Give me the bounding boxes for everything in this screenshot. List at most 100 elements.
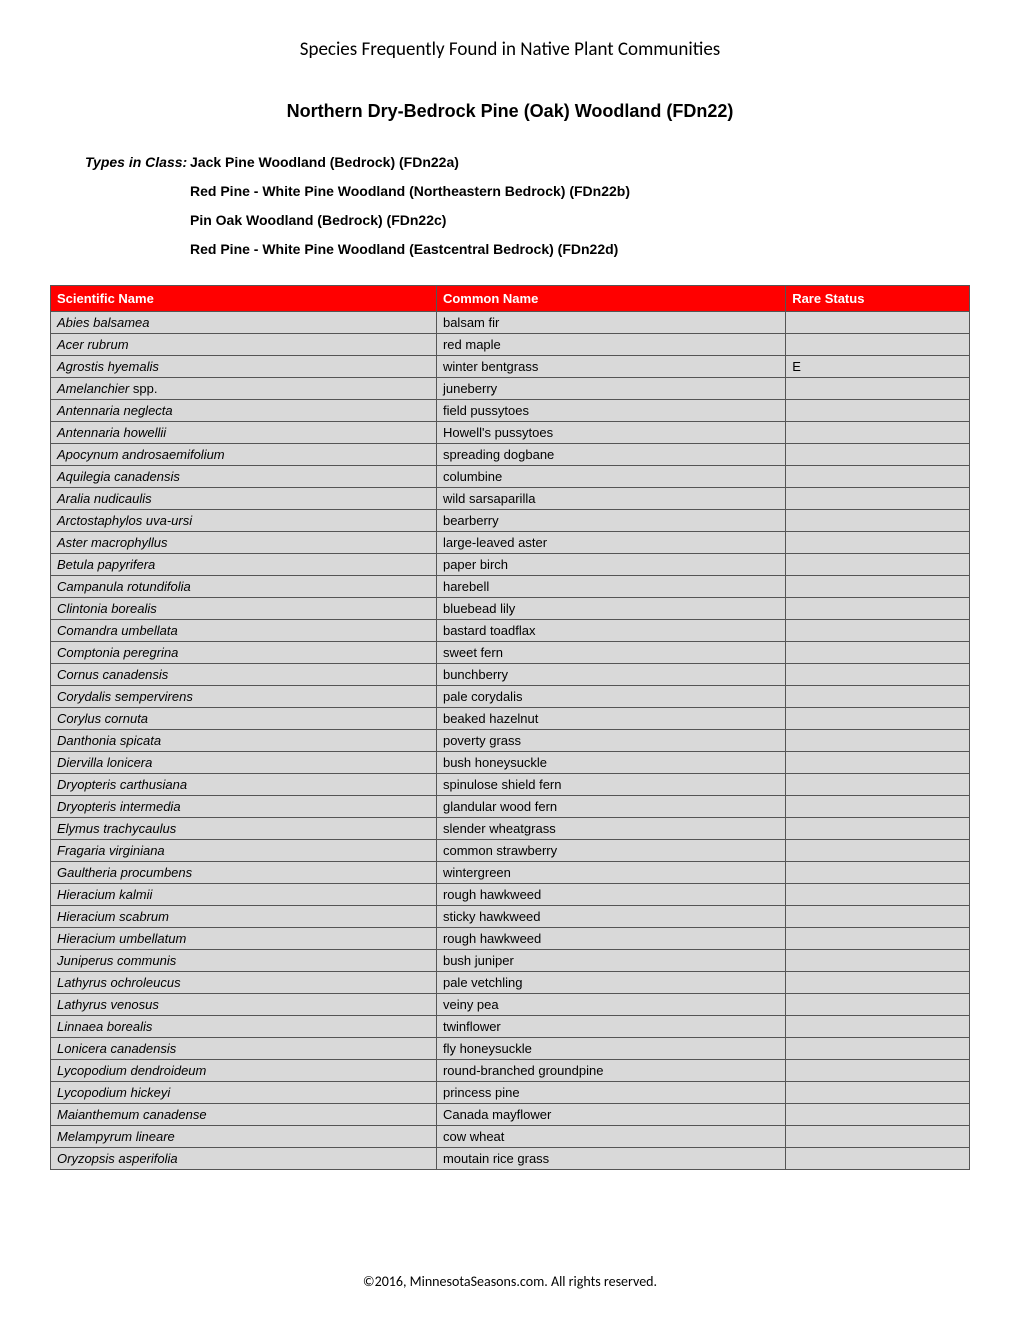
rare-status-cell bbox=[786, 532, 970, 554]
rare-status-cell bbox=[786, 1016, 970, 1038]
scientific-name-cell: Dryopteris carthusiana bbox=[51, 774, 437, 796]
table-row: Aster macrophylluslarge-leaved aster bbox=[51, 532, 970, 554]
rare-status-cell bbox=[786, 752, 970, 774]
table-row: Hieracium umbellatumrough hawkweed bbox=[51, 928, 970, 950]
species-table: Scientific Name Common Name Rare Status … bbox=[50, 285, 970, 1170]
rare-status-cell bbox=[786, 972, 970, 994]
common-name-cell: rough hawkweed bbox=[436, 928, 785, 950]
scientific-name-cell: Agrostis hyemalis bbox=[51, 356, 437, 378]
table-row: Fragaria virginianacommon strawberry bbox=[51, 840, 970, 862]
common-name-cell: Howell's pussytoes bbox=[436, 422, 785, 444]
rare-status-cell bbox=[786, 642, 970, 664]
table-row: Diervilla lonicerabush honeysuckle bbox=[51, 752, 970, 774]
scientific-name-cell: Elymus trachycaulus bbox=[51, 818, 437, 840]
common-name-cell: Canada mayflower bbox=[436, 1104, 785, 1126]
rare-status-cell bbox=[786, 378, 970, 400]
table-row: Aquilegia canadensiscolumbine bbox=[51, 466, 970, 488]
rare-status-cell bbox=[786, 708, 970, 730]
table-row: Hieracium scabrumsticky hawkweed bbox=[51, 906, 970, 928]
table-row: Comandra umbellatabastard toadflax bbox=[51, 620, 970, 642]
types-in-class-block: Types in Class: Jack Pine Woodland (Bedr… bbox=[85, 152, 970, 260]
rare-status-cell bbox=[786, 620, 970, 642]
common-name-cell: wild sarsaparilla bbox=[436, 488, 785, 510]
scientific-name-cell: Linnaea borealis bbox=[51, 1016, 437, 1038]
scientific-name-cell: Danthonia spicata bbox=[51, 730, 437, 752]
table-row: Campanula rotundifoliaharebell bbox=[51, 576, 970, 598]
rare-status-cell bbox=[786, 796, 970, 818]
scientific-name-cell: Abies balsamea bbox=[51, 312, 437, 334]
scientific-name-cell: Gaultheria procumbens bbox=[51, 862, 437, 884]
scientific-name-cell: Corydalis sempervirens bbox=[51, 686, 437, 708]
common-name-cell: round-branched groundpine bbox=[436, 1060, 785, 1082]
common-name-cell: common strawberry bbox=[436, 840, 785, 862]
rare-status-cell bbox=[786, 686, 970, 708]
rare-status-cell bbox=[786, 906, 970, 928]
col-scientific-name: Scientific Name bbox=[51, 286, 437, 312]
rare-status-cell bbox=[786, 1148, 970, 1170]
common-name-cell: wintergreen bbox=[436, 862, 785, 884]
table-row: Oryzopsis asperifoliamoutain rice grass bbox=[51, 1148, 970, 1170]
common-name-cell: beaked hazelnut bbox=[436, 708, 785, 730]
col-rare-status: Rare Status bbox=[786, 286, 970, 312]
common-name-cell: bearberry bbox=[436, 510, 785, 532]
common-name-cell: fly honeysuckle bbox=[436, 1038, 785, 1060]
table-row: Corydalis sempervirenspale corydalis bbox=[51, 686, 970, 708]
common-name-cell: glandular wood fern bbox=[436, 796, 785, 818]
common-name-cell: cow wheat bbox=[436, 1126, 785, 1148]
scientific-name-cell: Diervilla lonicera bbox=[51, 752, 437, 774]
scientific-name-cell: Apocynum androsaemifolium bbox=[51, 444, 437, 466]
scientific-name-cell: Hieracium umbellatum bbox=[51, 928, 437, 950]
scientific-name-cell: Fragaria virginiana bbox=[51, 840, 437, 862]
page-footer: ©2016, MinnesotaSeasons.com. All rights … bbox=[0, 1273, 1020, 1290]
rare-status-cell bbox=[786, 774, 970, 796]
rare-status-cell bbox=[786, 950, 970, 972]
common-name-cell: balsam fir bbox=[436, 312, 785, 334]
scientific-name-cell: Cornus canadensis bbox=[51, 664, 437, 686]
common-name-cell: rough hawkweed bbox=[436, 884, 785, 906]
rare-status-cell: E bbox=[786, 356, 970, 378]
rare-status-cell bbox=[786, 1060, 970, 1082]
scientific-name-cell: Corylus cornuta bbox=[51, 708, 437, 730]
rare-status-cell bbox=[786, 488, 970, 510]
common-name-cell: sticky hawkweed bbox=[436, 906, 785, 928]
rare-status-cell bbox=[786, 840, 970, 862]
scientific-name-cell: Melampyrum lineare bbox=[51, 1126, 437, 1148]
rare-status-cell bbox=[786, 598, 970, 620]
scientific-name-cell: Lycopodium dendroideum bbox=[51, 1060, 437, 1082]
rare-status-cell bbox=[786, 466, 970, 488]
col-common-name: Common Name bbox=[436, 286, 785, 312]
table-row: Agrostis hyemaliswinter bentgrassE bbox=[51, 356, 970, 378]
page-title: Species Frequently Found in Native Plant… bbox=[50, 38, 970, 61]
rare-status-cell bbox=[786, 510, 970, 532]
scientific-name-cell: Betula papyrifera bbox=[51, 554, 437, 576]
common-name-cell: princess pine bbox=[436, 1082, 785, 1104]
rare-status-cell bbox=[786, 1082, 970, 1104]
scientific-name-cell: Antennaria neglecta bbox=[51, 400, 437, 422]
table-row: Comptonia peregrinasweet fern bbox=[51, 642, 970, 664]
table-row: Dryopteris carthusianaspinulose shield f… bbox=[51, 774, 970, 796]
table-row: Apocynum androsaemifoliumspreading dogba… bbox=[51, 444, 970, 466]
table-row: Amelanchier spp.juneberry bbox=[51, 378, 970, 400]
scientific-name-cell: Comptonia peregrina bbox=[51, 642, 437, 664]
scientific-name-cell: Hieracium kalmii bbox=[51, 884, 437, 906]
common-name-cell: harebell bbox=[436, 576, 785, 598]
scientific-name-cell: Aralia nudicaulis bbox=[51, 488, 437, 510]
table-row: Juniperus communisbush juniper bbox=[51, 950, 970, 972]
rare-status-cell bbox=[786, 994, 970, 1016]
scientific-name-cell: Lonicera canadensis bbox=[51, 1038, 437, 1060]
scientific-name-cell: Oryzopsis asperifolia bbox=[51, 1148, 437, 1170]
scientific-name-cell: Aster macrophyllus bbox=[51, 532, 437, 554]
table-row: Linnaea borealistwinflower bbox=[51, 1016, 970, 1038]
common-name-cell: spreading dogbane bbox=[436, 444, 785, 466]
rare-status-cell bbox=[786, 1038, 970, 1060]
scientific-name-cell: Lathyrus venosus bbox=[51, 994, 437, 1016]
rare-status-cell bbox=[786, 818, 970, 840]
scientific-name-cell: Juniperus communis bbox=[51, 950, 437, 972]
scientific-name-cell: Aquilegia canadensis bbox=[51, 466, 437, 488]
common-name-cell: large-leaved aster bbox=[436, 532, 785, 554]
table-row: Hieracium kalmiirough hawkweed bbox=[51, 884, 970, 906]
rare-status-cell bbox=[786, 576, 970, 598]
rare-status-cell bbox=[786, 312, 970, 334]
common-name-cell: veiny pea bbox=[436, 994, 785, 1016]
rare-status-cell bbox=[786, 334, 970, 356]
